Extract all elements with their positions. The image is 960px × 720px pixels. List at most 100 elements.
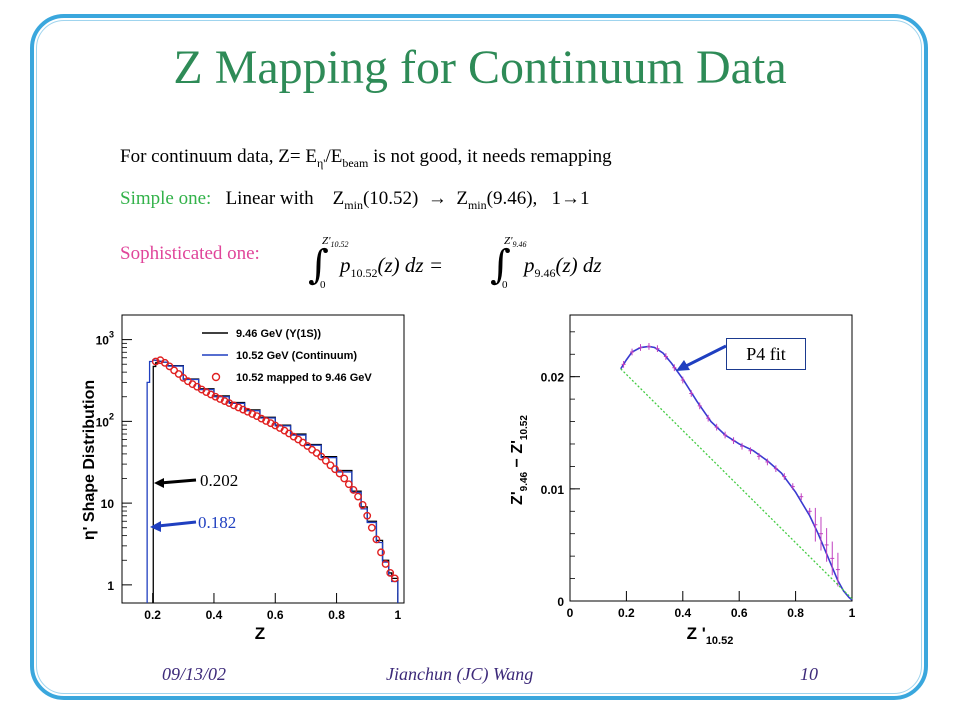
mapped-point (363, 511, 372, 520)
intro-sub-beam: beam (342, 155, 369, 170)
arrow-fit-head (676, 360, 690, 371)
mapped-point (335, 469, 344, 478)
series-group (146, 356, 399, 603)
sophisticated-label: Sophisticated one: (120, 243, 260, 264)
legend-entry: 9.46 GeV (Υ(1S)) (236, 328, 321, 340)
slide-frame-inner (36, 20, 922, 694)
plot-frame (121, 314, 405, 604)
slide-title: Z Mapping for Continuum Data (173, 41, 787, 94)
callout-arrows-left (150, 478, 197, 532)
x-axis-label: Z (255, 624, 265, 643)
legend-entry: 10.52 mapped to 9.46 GeV (236, 372, 372, 384)
callout-arrow-fit (676, 344, 727, 371)
intro-mid: /E (325, 146, 343, 167)
mapped-point (151, 357, 160, 366)
intro-sub-eta: η' (317, 155, 326, 170)
mapped-point (317, 452, 326, 461)
y-tick-label: 1 (107, 579, 114, 593)
simple-text-b: (10.52) → Z (362, 188, 468, 209)
plot-frame-2 (569, 314, 853, 602)
x-axis-label-2: Z '10.52 (687, 624, 734, 647)
y-axis-ticks: 1 10 102 103 (96, 330, 132, 593)
y-axis-ticks-2: 0 0.01 0.02 (541, 331, 580, 609)
y-axis-label: η' Shape Distribution (81, 380, 98, 540)
simple-label: Simple one: (120, 188, 212, 209)
simple-text-c: (9.46), 1→1 (486, 188, 590, 209)
rhs-integrand: p9.46(z) dz (522, 253, 602, 280)
y-tick-label: 0 (557, 595, 564, 609)
mapped-point (321, 456, 330, 465)
lhs-lower-limit: 0 (320, 279, 326, 291)
mapped-point (340, 474, 349, 483)
mapped-point (220, 397, 229, 405)
x-tick-label: 0.4 (674, 606, 691, 620)
mapped-point (248, 410, 257, 418)
sophisticated-line: Sophisticated one: (120, 243, 260, 265)
x-tick-label: 0.6 (731, 606, 748, 620)
x-tick-label: 0 (567, 606, 574, 620)
integral-sign-right: ∫ (490, 242, 511, 288)
lhs-integrand: p10.52(z) dz = (338, 253, 443, 280)
series-group-2 (620, 343, 853, 601)
x-tick-label: 0.8 (787, 606, 804, 620)
mapped-point (390, 574, 399, 583)
callout-0182: 0.182 (198, 513, 237, 532)
y-tick-label: 102 (96, 411, 114, 429)
arrow-blue (157, 520, 197, 528)
mapped-point (239, 405, 247, 414)
mapped-point (229, 401, 238, 410)
linear-mapping-line (620, 368, 853, 600)
simple-text-a: Linear with Z (211, 188, 345, 209)
y-tick-label: 0.01 (541, 483, 565, 497)
mapped-point (331, 465, 339, 474)
mapped-point (312, 449, 321, 457)
rhs-lower-limit: 0 (502, 279, 508, 291)
legend-marker (211, 372, 221, 382)
y-tick-label: 10 (101, 497, 115, 511)
z-mapping-difference-chart: 0 0.01 0.02 0 0.2 0.4 0.6 0.8 1 Z '10.52 Z'9.46… (509, 314, 856, 647)
simple-sub-a: min (344, 197, 363, 212)
mapped-point (367, 523, 376, 532)
footer-author: Jianchun (JC) Wang (386, 664, 534, 684)
mapped-point (381, 560, 390, 568)
mapped-point (216, 395, 224, 403)
mapped-point (358, 501, 367, 509)
x-tick-label: 0.4 (206, 608, 223, 622)
mapped-point (174, 370, 183, 378)
mapped-point (326, 461, 335, 470)
arrow-blue-head (150, 521, 161, 532)
lhs-upper-limit: Z'10.52 (322, 235, 348, 249)
x-tick-label: 0.2 (144, 608, 161, 622)
y-axis-label-2: Z'9.46 − Z'10.52 (509, 415, 530, 505)
arrow-fit (685, 344, 727, 368)
mapped-point (354, 492, 362, 501)
x-tick-label: 1 (395, 608, 402, 622)
mapped-point (225, 399, 234, 408)
slide-frame (30, 14, 928, 700)
x-axis-ticks: 0.2 0.4 0.6 0.8 1 (144, 593, 402, 622)
footer-page: 10 (800, 664, 818, 684)
y-tick-label: 0.02 (541, 371, 565, 385)
y-tick-label: 103 (96, 330, 114, 348)
mapped-point (262, 417, 270, 425)
mapped-point (377, 548, 385, 557)
mapped-point (165, 362, 174, 371)
mapped-point (344, 480, 353, 489)
mapped-point (349, 486, 358, 494)
p4-fit-label: P4 fit (726, 338, 806, 370)
mapped-point (303, 442, 312, 450)
x-tick-label: 0.2 (618, 606, 635, 620)
intro-line: For continuum data, Z= Eη'/Ebeam is not … (120, 146, 612, 171)
simple-line: Simple one: Linear with Zmin(10.52) → Zm… (120, 188, 590, 213)
footer-date: 09/13/02 (162, 664, 227, 684)
intro-suffix: is not good, it needs remapping (368, 146, 612, 167)
arrow-black-head (154, 478, 164, 488)
mapped-point (211, 392, 220, 401)
p4-fit-curve (620, 345, 853, 601)
mapping-equation: ∫ Z'10.52 0 p10.52(z) dz = ∫ Z'9.46 0 p9… (308, 235, 602, 291)
callout-0202: 0.202 (200, 471, 239, 490)
arrow-black (159, 478, 197, 485)
intro-prefix: For continuum data, Z= E (120, 146, 317, 167)
integral-sign-left: ∫ (308, 242, 329, 288)
shape-distribution-chart: 1 10 102 103 0.2 0.4 0.6 0.8 1 9.46 GeV (Υ(1S))… (81, 314, 405, 643)
